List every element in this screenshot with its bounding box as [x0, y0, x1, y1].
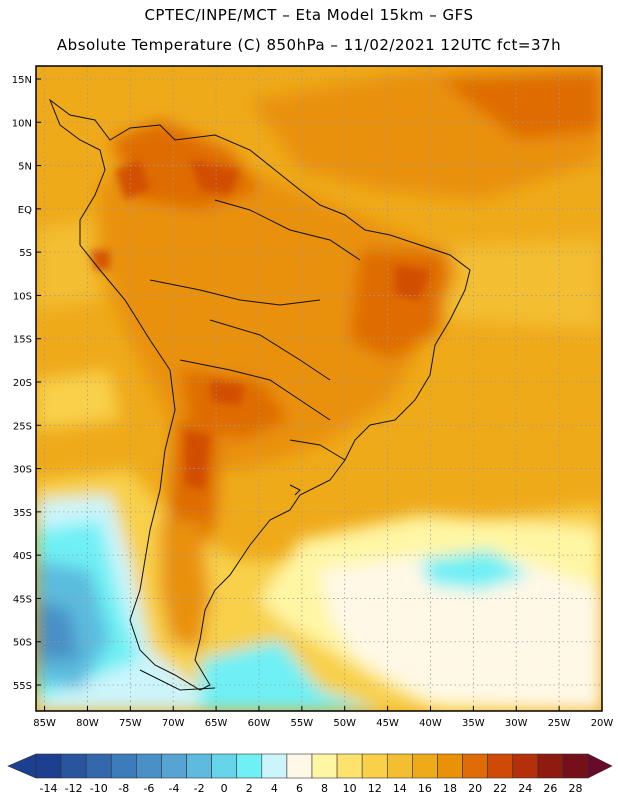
colorbar-label: 12 [368, 782, 382, 795]
lat-label: 40S [13, 551, 32, 562]
colorbar-label: 2 [246, 782, 253, 795]
colorbar-label: 10 [343, 782, 357, 795]
lon-label: 70W [162, 718, 185, 729]
colorbar-label: 18 [443, 782, 457, 795]
lon-label: 25W [548, 718, 571, 729]
colorbar-label: -8 [118, 782, 129, 795]
colorbar-arrow-high [587, 753, 613, 779]
lat-label: 50S [13, 638, 32, 649]
colorbar-label: 4 [271, 782, 278, 795]
colorbar-cell [462, 753, 488, 779]
colorbar-label: 16 [418, 782, 432, 795]
lon-label: 85W [33, 718, 56, 729]
colorbar: -14 -12 -10 -8 -6 -4 -2 0 2 4 6 8 10 12 14 16 18 20 22 24 26… [7, 753, 613, 795]
title-line-1: CPTEC/INPE/MCT – Eta Model 15km – GFS [144, 6, 474, 24]
lat-label: 5S [19, 248, 32, 259]
colorbar-label: 6 [296, 782, 303, 795]
lat-label: 15N [12, 75, 32, 86]
colorbar-cell [136, 753, 162, 779]
lon-label: 60W [248, 718, 271, 729]
colorbar-label: 14 [393, 782, 407, 795]
colorbar-cell [487, 753, 514, 779]
temperature-field [36, 66, 602, 711]
colorbar-label: -10 [90, 782, 108, 795]
colorbar-label: 28 [568, 782, 582, 795]
lat-label: 5N [18, 162, 32, 173]
colorbar-label: -14 [40, 782, 58, 795]
lon-label: 50W [333, 718, 356, 729]
lon-label: 55W [291, 718, 314, 729]
colorbar-label: 8 [321, 782, 328, 795]
colorbar-cell [537, 753, 564, 779]
colorbar-label: -4 [169, 782, 180, 795]
lat-label: 25S [13, 421, 32, 432]
colorbar-label: 20 [468, 782, 482, 795]
colorbar-label: -2 [194, 782, 205, 795]
colorbar-arrow-low [7, 753, 37, 779]
lat-label: 15S [13, 335, 32, 346]
colorbar-cell [512, 753, 539, 779]
colorbar-cell [361, 753, 388, 779]
colorbar-label: 24 [518, 782, 532, 795]
colorbar-cell [386, 753, 413, 779]
colorbar-cell [35, 753, 62, 779]
colorbar-label: -12 [65, 782, 83, 795]
lon-label: 65W [205, 718, 228, 729]
lon-label: 35W [462, 718, 485, 729]
longitude-labels: 85W 80W 75W 70W 65W 60W 55W 50W 45W 40W 35W 30W 25W 2… [33, 706, 613, 729]
lat-label: 20S [13, 378, 32, 389]
colorbar-cell [437, 753, 463, 779]
lat-label: 45S [13, 594, 32, 605]
coastlines [48, 98, 471, 691]
colorbar-cell [161, 753, 187, 779]
lat-label: EQ [18, 205, 32, 216]
colorbar-cell [562, 753, 589, 779]
colorbar-cell [60, 753, 87, 779]
latitude-labels: 15N 10N 5N EQ 5S 10S 15S 20S 25S 30S 35S 40S 45S 50S 5… [12, 75, 41, 692]
lon-label: 20W [591, 718, 614, 729]
lat-label: 55S [13, 681, 32, 692]
colorbar-cell [85, 753, 112, 779]
lon-label: 45W [376, 718, 399, 729]
lon-label: 80W [76, 718, 99, 729]
colorbar-cell [261, 753, 288, 779]
colorbar-cell [236, 753, 263, 779]
colorbar-cell [211, 753, 238, 779]
colorbar-cell [286, 753, 313, 779]
colorbar-label: 26 [543, 782, 557, 795]
colorbar-cell [311, 753, 338, 779]
lat-label: 10S [13, 291, 32, 302]
colorbar-cell [336, 753, 363, 779]
title-line-2: Absolute Temperature (C) 850hPa – 11/02/… [56, 36, 562, 54]
lat-label: 10N [12, 118, 32, 129]
colorbar-cell [110, 753, 137, 779]
lat-label: 30S [13, 465, 32, 476]
colorbar-cell [412, 753, 438, 779]
colorbar-label: -6 [143, 782, 154, 795]
colorbar-cell [186, 753, 212, 779]
lon-label: 30W [505, 718, 528, 729]
temperature-map: 15N 10N 5N EQ 5S 10S 15S 20S 25S 30S 35S 40S 45S 50S 5… [12, 65, 613, 729]
lon-label: 40W [419, 718, 442, 729]
lat-label: 35S [13, 508, 32, 519]
lon-label: 75W [119, 718, 142, 729]
colorbar-label: 0 [221, 782, 228, 795]
colorbar-label: 22 [493, 782, 507, 795]
map-frame [35, 65, 603, 712]
